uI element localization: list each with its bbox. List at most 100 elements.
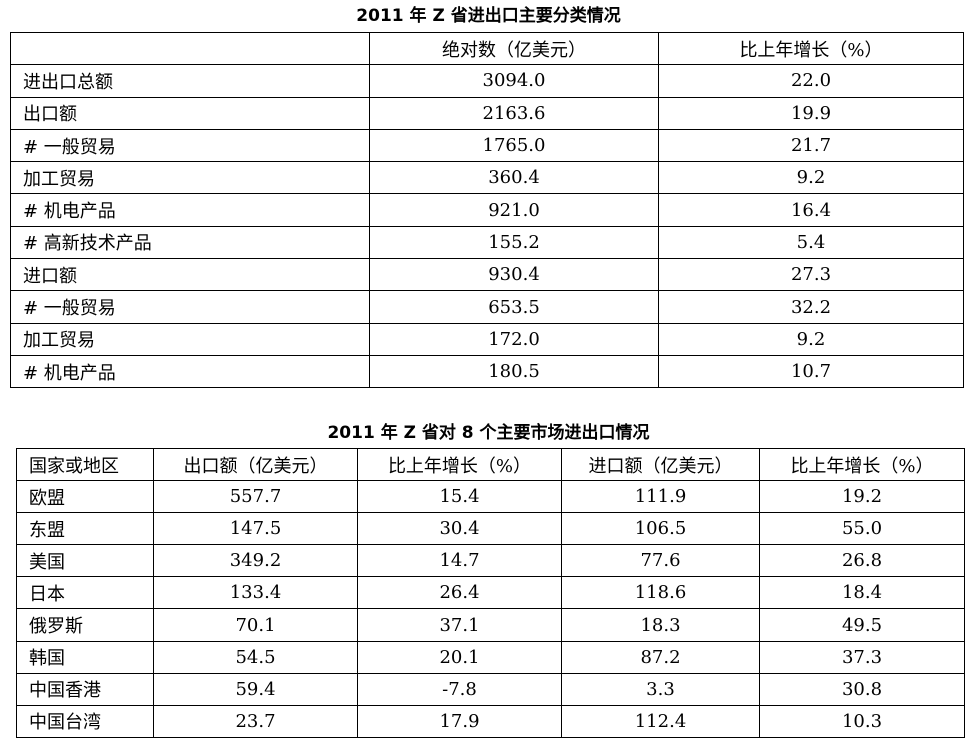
table-cell: 349.2 [153,544,358,578]
row-label: 东盟 [16,512,154,546]
row-label: 中国香港 [16,672,154,706]
row-label: # 一般贸易 [10,290,370,324]
table-cell: 172.0 [369,322,659,356]
table-cell: 118.6 [561,576,760,610]
table-cell: 23.7 [153,704,358,738]
column-header: 比上年增长（%） [658,31,964,66]
row-label: 进出口总额 [10,64,370,98]
table-cell: 3.3 [561,672,760,706]
table1-title: 2011 年 Z 省进出口主要分类情况 [356,6,621,26]
table-cell: 3094.0 [369,64,659,98]
table-cell: 18.3 [561,608,760,642]
table-row: 中国台湾 23.7 17.9 112.4 10.3 [16,704,965,738]
table-cell: 10.3 [759,704,965,738]
table-cell: 22.0 [658,64,964,98]
table-cell: 930.4 [369,258,659,292]
table-cell: 32.2 [658,290,964,324]
row-label: # 机电产品 [10,193,370,227]
table-cell: 37.1 [357,608,562,642]
table-cell: 49.5 [759,608,965,642]
table-row: # 高新技术产品 155.2 5.4 [10,225,964,260]
table-cell: 9.2 [658,161,964,195]
table-cell: 19.2 [759,480,965,514]
table-cell: 55.0 [759,512,965,546]
header-row: 绝对数（亿美元） 比上年增长（%） [10,31,964,66]
table-cell: 30.4 [357,512,562,546]
table-row: 进出口总额 3094.0 22.0 [10,64,964,98]
table-cell: 147.5 [153,512,358,546]
table-cell: 21.7 [658,128,964,163]
header-row: 国家或地区 出口额（亿美元） 比上年增长（%） 进口额（亿美元） 比上年增长（%） [16,447,965,482]
table-cell: 155.2 [369,225,659,260]
row-label: 欧盟 [16,480,154,514]
table-cell: -7.8 [357,672,562,706]
table-row: # 机电产品 921.0 16.4 [10,193,964,227]
table-cell: 17.9 [357,704,562,738]
row-label: 美国 [16,544,154,578]
table-row: 美国 349.2 14.7 77.6 26.8 [16,544,965,578]
table-cell: 59.4 [153,672,358,706]
table-cell: 70.1 [153,608,358,642]
table-cell: 37.3 [759,640,965,674]
market-trade-table: 国家或地区 出口额（亿美元） 比上年增长（%） 进口额（亿美元） 比上年增长（%） 欧盟 5… [16,447,965,738]
table-cell: 653.5 [369,290,659,324]
row-label: 加工贸易 [10,322,370,356]
table-cell: 26.4 [357,576,562,610]
table-cell: 26.8 [759,544,965,578]
column-header: 比上年增长（%） [759,447,965,482]
table-row: # 一般贸易 653.5 32.2 [10,290,964,324]
row-label: 中国台湾 [16,704,154,738]
table-cell: 16.4 [658,193,964,227]
table-cell: 557.7 [153,480,358,514]
table-row: 加工贸易 172.0 9.2 [10,322,964,356]
table-cell: 15.4 [357,480,562,514]
row-label: 加工贸易 [10,161,370,195]
table2-title: 2011 年 Z 省对 8 个主要市场进出口情况 [327,423,650,443]
table-cell: 1765.0 [369,128,659,163]
column-header [10,31,370,66]
table-cell: 133.4 [153,576,358,610]
table-cell: 19.9 [658,96,964,130]
table-row: 韩国 54.5 20.1 87.2 37.3 [16,640,965,674]
column-header: 绝对数（亿美元） [369,31,659,66]
table-row: 欧盟 557.7 15.4 111.9 19.2 [16,480,965,514]
table-row: # 机电产品 180.5 10.7 [10,354,964,389]
row-label: # 高新技术产品 [10,225,370,260]
table-cell: 106.5 [561,512,760,546]
table-row: 出口额 2163.6 19.9 [10,96,964,130]
table-cell: 77.6 [561,544,760,578]
table-cell: 14.7 [357,544,562,578]
row-label: # 机电产品 [10,354,370,389]
table-row: 东盟 147.5 30.4 106.5 55.0 [16,512,965,546]
table-cell: 30.8 [759,672,965,706]
table-cell: 180.5 [369,354,659,389]
table-cell: 9.2 [658,322,964,356]
row-label: # 一般贸易 [10,128,370,163]
column-header: 出口额（亿美元） [153,447,358,482]
table-row: 日本 133.4 26.4 118.6 18.4 [16,576,965,610]
row-label: 韩国 [16,640,154,674]
column-header: 比上年增长（%） [357,447,562,482]
table-cell: 18.4 [759,576,965,610]
row-label: 日本 [16,576,154,610]
table-cell: 20.1 [357,640,562,674]
table-cell: 5.4 [658,225,964,260]
category-trade-table: 绝对数（亿美元） 比上年增长（%） 进出口总额 3094.0 22.0 出口额 2163.6… [10,31,964,389]
table-cell: 921.0 [369,193,659,227]
row-label: 进口额 [10,258,370,292]
column-header: 进口额（亿美元） [561,447,760,482]
table-cell: 27.3 [658,258,964,292]
table-cell: 87.2 [561,640,760,674]
table-cell: 112.4 [561,704,760,738]
table-cell: 2163.6 [369,96,659,130]
table-row: 俄罗斯 70.1 37.1 18.3 49.5 [16,608,965,642]
column-header: 国家或地区 [16,447,154,482]
table-cell: 111.9 [561,480,760,514]
table-cell: 54.5 [153,640,358,674]
table-cell: 360.4 [369,161,659,195]
table-row: # 一般贸易 1765.0 21.7 [10,128,964,163]
table-cell: 10.7 [658,354,964,389]
row-label: 俄罗斯 [16,608,154,642]
table-row: 进口额 930.4 27.3 [10,258,964,292]
row-label: 出口额 [10,96,370,130]
